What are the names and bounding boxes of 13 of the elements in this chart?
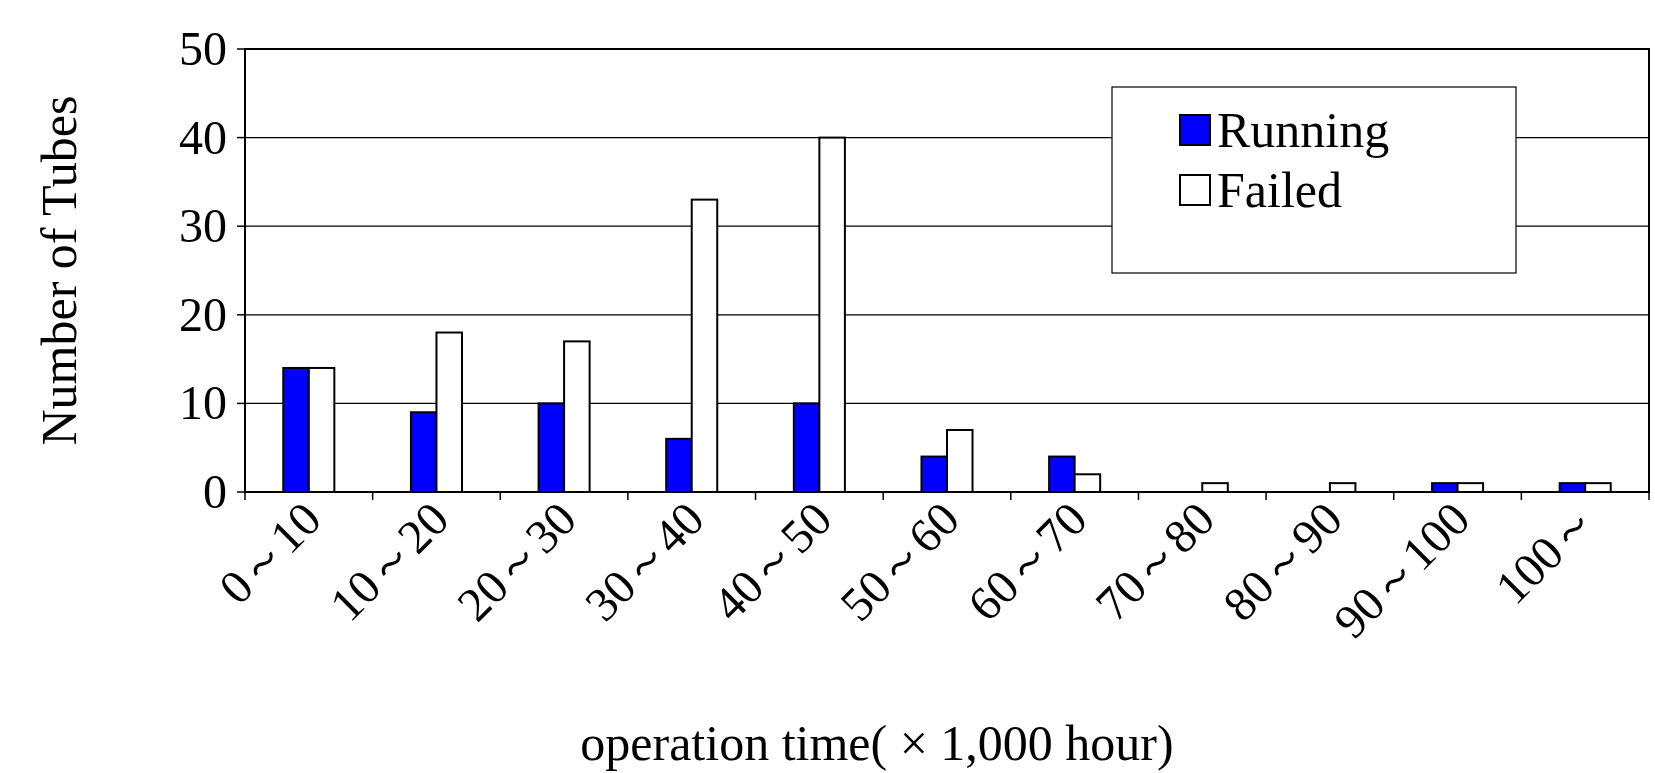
legend-label: Failed xyxy=(1217,162,1342,218)
y-tick-label: 30 xyxy=(179,199,227,253)
y-tick-label: 10 xyxy=(179,376,227,430)
x-tick-label: 10～20 xyxy=(319,491,459,631)
y-tick-label: 0 xyxy=(203,465,227,518)
legend-label: Running xyxy=(1217,102,1390,158)
y-tick-label: 40 xyxy=(179,110,227,164)
y-tick-label: 20 xyxy=(179,287,227,341)
x-axis-title: operation time( × 1,000 hour) xyxy=(580,715,1174,771)
x-tick-label: 100～ xyxy=(1484,491,1608,614)
y-tick-label: 50 xyxy=(179,22,227,75)
x-tick-label: 70～80 xyxy=(1085,491,1225,631)
y-axis-title: Number of Tubes xyxy=(31,95,87,446)
